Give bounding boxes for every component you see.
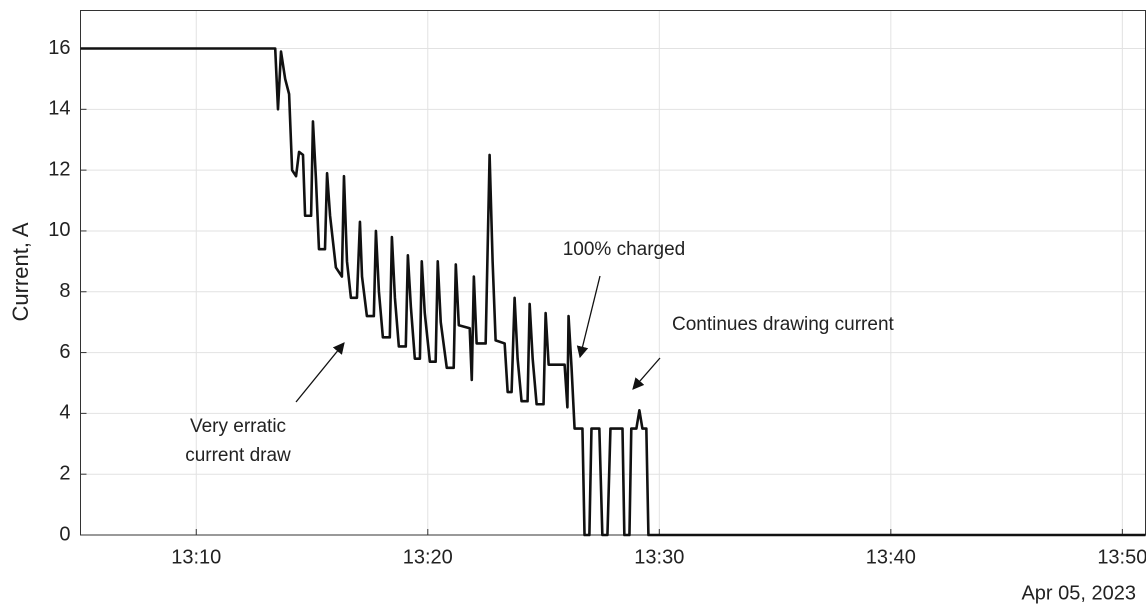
y-tick-label: 10 xyxy=(48,219,70,241)
x-tick-label: 13:10 xyxy=(171,546,221,568)
annotation-arrow xyxy=(576,275,601,359)
x-tick-label: 13:20 xyxy=(403,546,453,568)
x-tick-label: 13:50 xyxy=(1097,546,1146,568)
y-tick-label: 12 xyxy=(48,158,70,180)
y-tick-label: 2 xyxy=(59,462,70,484)
y-tick-label: 6 xyxy=(59,341,70,363)
date-label: Apr 05, 2023 xyxy=(1021,582,1136,604)
y-axis-label: Current, A xyxy=(8,222,33,321)
y-tick-label: 16 xyxy=(48,37,70,59)
y-tick-label: 14 xyxy=(48,98,70,120)
annotation: Very erratic xyxy=(190,416,286,437)
y-tick-label: 0 xyxy=(59,523,70,545)
annotation-arrow xyxy=(632,357,661,390)
annotation: Continues drawing current xyxy=(672,314,895,335)
annotation: current draw xyxy=(185,445,291,466)
x-tick-label: 13:30 xyxy=(634,546,684,568)
x-tick-label: 13:40 xyxy=(866,546,916,568)
y-tick-label: 8 xyxy=(59,280,70,302)
annotation: 100% charged xyxy=(563,239,686,260)
y-tick-label: 4 xyxy=(59,402,70,424)
grid xyxy=(80,10,1146,536)
annotation-arrow xyxy=(295,342,345,403)
data-line xyxy=(80,47,1146,537)
